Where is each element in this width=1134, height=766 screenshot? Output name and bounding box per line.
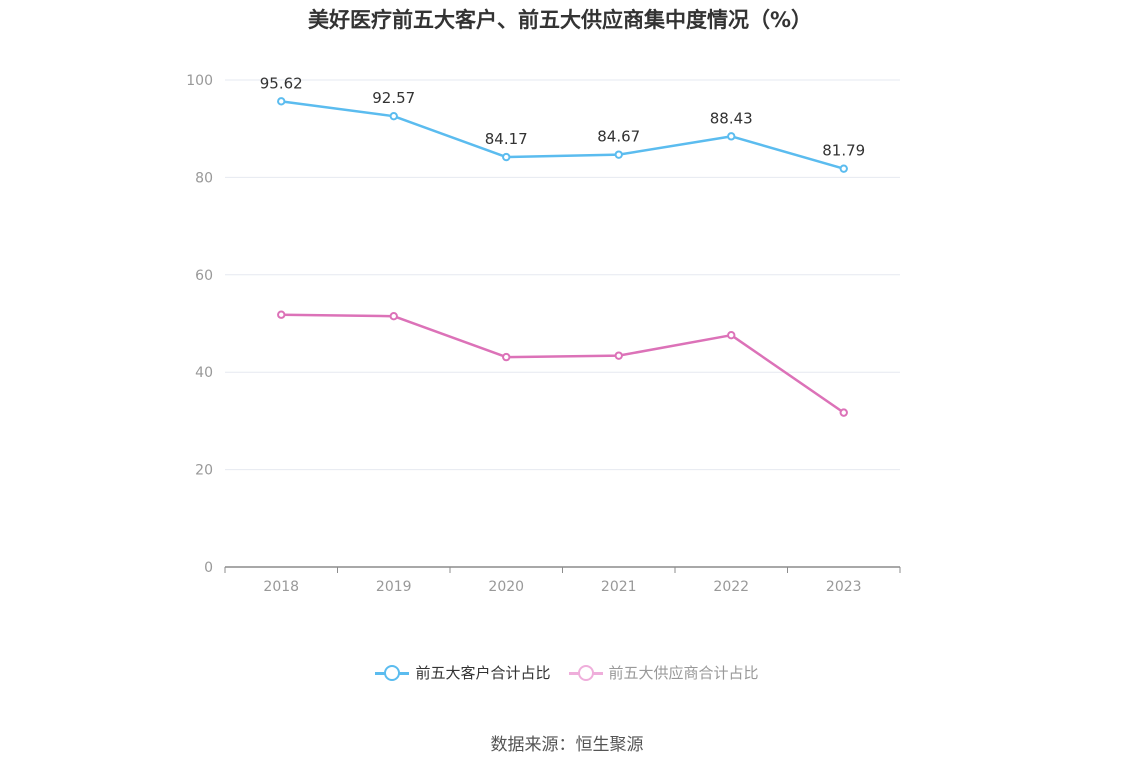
data-point[interactable] — [277, 310, 286, 319]
y-tick-label: 40 — [195, 365, 213, 381]
y-tick-label: 0 — [204, 560, 213, 576]
y-axis-ticks: 0 20 40 60 80 100 — [186, 73, 213, 576]
y-tick-label: 100 — [186, 73, 213, 89]
x-tick-label: 2020 — [488, 579, 524, 595]
data-point[interactable] — [502, 352, 511, 362]
data-label: 81.79 — [822, 142, 865, 160]
data-label: 84.17 — [485, 130, 528, 148]
x-tick-label: 2023 — [826, 579, 862, 595]
x-tick-label: 2021 — [601, 579, 637, 595]
x-axis: 2018 2019 2020 2021 2022 2023 — [224, 566, 901, 595]
data-point[interactable] — [839, 164, 848, 173]
chart-title: 美好医疗前五大客户、前五大供应商集中度情况（%） — [307, 8, 813, 32]
data-label: 88.43 — [710, 109, 753, 127]
y-tick-label: 20 — [195, 463, 213, 479]
data-point[interactable] — [614, 351, 623, 360]
legend-item-suppliers[interactable]: 前五大供应商合计占比 — [568, 662, 759, 683]
x-tick-label: 2019 — [376, 579, 412, 595]
data-point[interactable] — [727, 132, 736, 141]
data-point[interactable] — [389, 311, 398, 321]
x-tick-label: 2022 — [713, 579, 749, 595]
data-point[interactable] — [839, 408, 848, 417]
grid-lines — [225, 79, 900, 471]
legend-item-customers[interactable]: 前五大客户合计占比 — [375, 662, 551, 683]
data-label: 95.62 — [260, 74, 303, 92]
data-labels: 95.62 92.57 84.17 84.67 88.43 81.79 — [260, 74, 865, 159]
data-source: 数据来源：恒生聚源 — [490, 735, 644, 755]
data-label: 84.67 — [597, 128, 640, 146]
series-line-0 — [281, 100, 845, 170]
legend-marker-suppliers — [568, 664, 603, 681]
legend-label-suppliers: 前五大供应商合计占比 — [608, 664, 759, 682]
legend-marker-customers — [375, 664, 410, 681]
data-label: 92.57 — [372, 89, 415, 107]
line-chart: 0 20 40 60 80 100 2018 2019 2020 2021 2022 2023 95… — [186, 73, 901, 595]
legend: 前五大客户合计占比 前五大供应商合计占比 — [0, 662, 1134, 683]
data-point[interactable] — [502, 152, 511, 162]
x-tick-label: 2018 — [263, 579, 299, 595]
y-tick-label: 80 — [195, 170, 213, 186]
data-point[interactable] — [277, 97, 286, 106]
y-tick-label: 60 — [195, 268, 213, 284]
data-point[interactable] — [389, 111, 398, 121]
series-lines — [277, 97, 848, 417]
data-point[interactable] — [727, 330, 736, 340]
series-line-1 — [281, 313, 845, 414]
legend-label-customers: 前五大客户合计占比 — [415, 664, 551, 682]
data-point[interactable] — [614, 150, 623, 159]
